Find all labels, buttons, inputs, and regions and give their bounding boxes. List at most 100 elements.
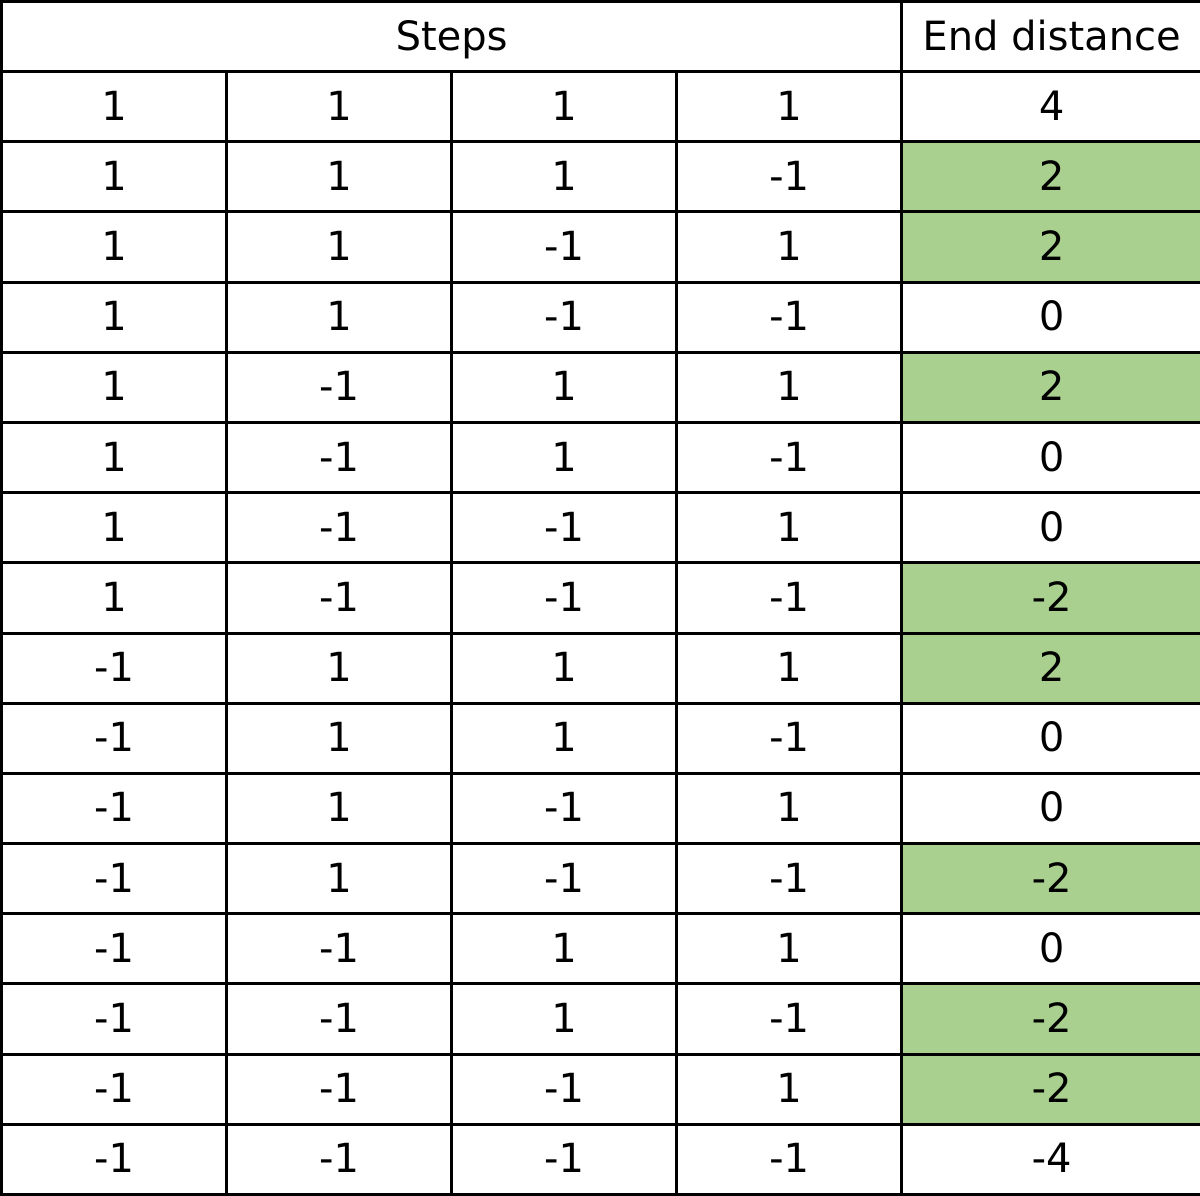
step-cell: -1 [225, 1052, 453, 1126]
table-row: -1 1 -1 -1 -2 [0, 842, 1200, 916]
step-cell: -1 [450, 1052, 678, 1126]
step-cell: 1 [450, 420, 678, 495]
step-cell: -1 [450, 771, 678, 846]
end-distance-cell: -2 [900, 561, 1200, 635]
step-cell: 1 [0, 280, 228, 354]
step-cell: -1 [674, 280, 904, 354]
step-cell: -1 [225, 1122, 453, 1196]
table-row: -1 1 -1 1 0 [0, 771, 1200, 846]
step-cell: 1 [225, 701, 453, 775]
end-distance-cell: 0 [900, 491, 1200, 565]
step-cell: -1 [225, 982, 453, 1056]
step-cell: 1 [0, 210, 228, 284]
step-cell: 1 [225, 631, 453, 705]
table-row: -1 1 1 -1 0 [0, 701, 1200, 775]
step-cell: 1 [0, 69, 228, 144]
step-cell: 1 [450, 140, 678, 214]
step-cell: 1 [450, 982, 678, 1056]
step-cell: 1 [674, 69, 904, 144]
step-cell: 1 [450, 701, 678, 775]
step-cell: -1 [225, 561, 453, 635]
step-cell: -1 [674, 140, 904, 214]
step-cell: 1 [450, 912, 678, 986]
step-cell: -1 [0, 771, 228, 846]
step-cell: 1 [225, 140, 453, 214]
step-cell: -1 [450, 491, 678, 565]
end-distance-cell: -2 [900, 982, 1200, 1056]
end-distance-cell: 0 [900, 420, 1200, 495]
step-cell: 1 [0, 561, 228, 635]
step-cell: 1 [225, 771, 453, 846]
step-cell: 1 [0, 491, 228, 565]
step-cell: 1 [0, 420, 228, 495]
step-cell: 1 [0, 140, 228, 214]
step-cell: 1 [225, 69, 453, 144]
step-cell: 1 [225, 280, 453, 354]
end-distance-cell: -2 [900, 842, 1200, 916]
end-distance-cell: 0 [900, 912, 1200, 986]
table-row: -1 -1 -1 1 -2 [0, 1052, 1200, 1126]
end-distance-cell: 2 [900, 140, 1200, 214]
end-distance-cell: 0 [900, 701, 1200, 775]
step-cell: -1 [0, 1052, 228, 1126]
step-cell: -1 [0, 912, 228, 986]
end-distance-header: End distance [900, 0, 1200, 73]
end-distance-cell: 0 [900, 771, 1200, 846]
table-row: 1 -1 -1 -1 -2 [0, 561, 1200, 635]
step-cell: -1 [450, 842, 678, 916]
end-distance-cell: 2 [900, 350, 1200, 424]
step-cell: -1 [0, 982, 228, 1056]
step-cell: -1 [225, 350, 453, 424]
step-cell: 1 [225, 210, 453, 284]
step-cell: 1 [674, 210, 904, 284]
step-cell: 1 [450, 69, 678, 144]
step-cell: -1 [0, 701, 228, 775]
step-cell: 1 [0, 350, 228, 424]
end-distance-cell: 4 [900, 69, 1200, 144]
step-cell: -1 [674, 1122, 904, 1196]
step-cell: 1 [225, 842, 453, 916]
step-cell: -1 [450, 280, 678, 354]
end-distance-cell: -4 [900, 1122, 1200, 1196]
step-cell: -1 [674, 420, 904, 495]
table-row: 1 1 1 -1 2 [0, 140, 1200, 214]
step-cell: -1 [450, 561, 678, 635]
table-row: -1 1 1 1 2 [0, 631, 1200, 705]
table-body: 1 1 1 1 4 1 1 1 -1 2 1 1 -1 1 2 1 1 -1 -1 0 1 -1 1 1 2 1 -1 1 -1 0 1 -1… [0, 69, 1200, 1196]
step-cell: 1 [674, 631, 904, 705]
table-row: -1 -1 1 1 0 [0, 912, 1200, 986]
step-cell: -1 [674, 842, 904, 916]
table-row: 1 1 -1 -1 0 [0, 280, 1200, 354]
step-cell: 1 [674, 350, 904, 424]
step-cell: 1 [674, 1052, 904, 1126]
end-distance-cell: 2 [900, 210, 1200, 284]
step-cell: 1 [674, 491, 904, 565]
step-cell: -1 [674, 701, 904, 775]
step-cell: 1 [674, 912, 904, 986]
header-row: Steps End distance [0, 0, 1200, 73]
step-cell: -1 [450, 210, 678, 284]
table-row: 1 -1 -1 1 0 [0, 491, 1200, 565]
step-cell: -1 [0, 1122, 228, 1196]
table-row: -1 -1 -1 -1 -4 [0, 1122, 1200, 1196]
step-cell: -1 [674, 561, 904, 635]
end-distance-cell: 2 [900, 631, 1200, 705]
table-row: 1 -1 1 1 2 [0, 350, 1200, 424]
step-cell: -1 [225, 420, 453, 495]
step-cell: 1 [674, 771, 904, 846]
step-cell: -1 [225, 912, 453, 986]
step-cell: 1 [450, 350, 678, 424]
table-row: -1 -1 1 -1 -2 [0, 982, 1200, 1056]
end-distance-cell: -2 [900, 1052, 1200, 1126]
step-cell: -1 [0, 842, 228, 916]
step-cell: -1 [674, 982, 904, 1056]
end-distance-cell: 0 [900, 280, 1200, 354]
step-cell: -1 [450, 1122, 678, 1196]
step-cell: -1 [225, 491, 453, 565]
steps-header: Steps [0, 0, 904, 73]
step-cell: 1 [450, 631, 678, 705]
table-row: 1 -1 1 -1 0 [0, 420, 1200, 495]
table-row: 1 1 -1 1 2 [0, 210, 1200, 284]
